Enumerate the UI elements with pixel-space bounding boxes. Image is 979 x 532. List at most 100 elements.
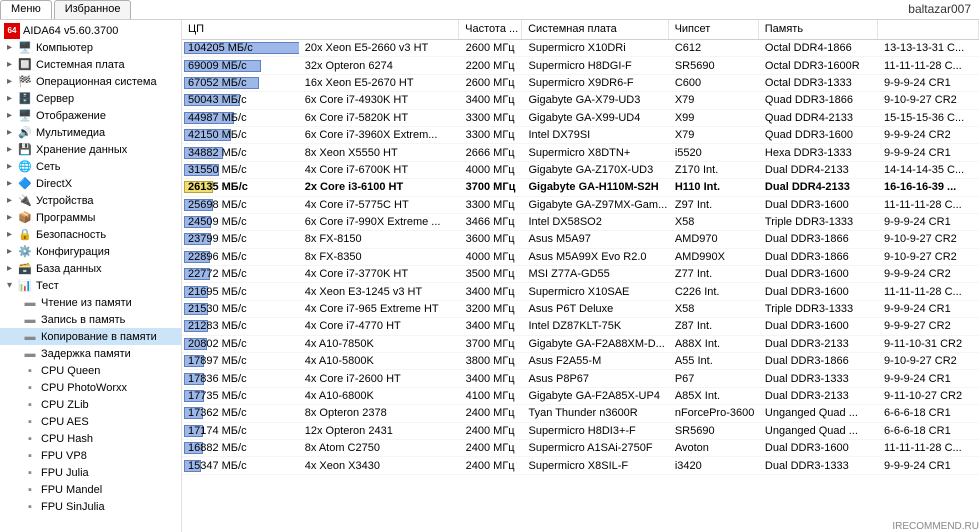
- cell-chip: C612: [669, 41, 759, 55]
- cell-cpu: 4x A10-6800K: [299, 389, 460, 403]
- table-row[interactable]: 42150 МБ/с6x Core i7-3960X Extrem...3300…: [182, 127, 979, 144]
- col-cpu[interactable]: ЦП: [182, 20, 459, 39]
- cell-mb: Gigabyte GA-X79-UD3: [522, 93, 668, 107]
- table-row[interactable]: 22896 МБ/с8x FX-83504000 МГцAsus M5A99X …: [182, 249, 979, 266]
- tree-item-3[interactable]: ▸🗄️Сервер: [0, 90, 181, 107]
- expand-icon[interactable]: ▸: [4, 246, 15, 257]
- table-row[interactable]: 21283 МБ/с4x Core i7-4770 HT3400 МГцInte…: [182, 318, 979, 335]
- tree-test[interactable]: ▾ 📊 Тест: [0, 277, 181, 294]
- tree-sub-6[interactable]: ▪CPU ZLib: [0, 396, 181, 413]
- tree-item-6[interactable]: ▸💾Хранение данных: [0, 141, 181, 158]
- tab-favorites[interactable]: Избранное: [54, 0, 132, 19]
- tree-item-8[interactable]: ▸🔷DirectX: [0, 175, 181, 192]
- tree-root[interactable]: 64 AIDA64 v5.60.3700: [0, 22, 181, 39]
- item-label: Сервер: [36, 93, 74, 105]
- expand-icon[interactable]: ▸: [4, 110, 15, 121]
- tree-sub-12[interactable]: ▪FPU SinJulia: [0, 498, 181, 515]
- expand-icon[interactable]: ▸: [4, 161, 15, 172]
- expand-icon[interactable]: ▸: [4, 93, 15, 104]
- table-row[interactable]: 17836 МБ/с4x Core i7-2600 HT3400 МГцAsus…: [182, 370, 979, 387]
- table-row[interactable]: 17897 МБ/с4x A10-5800K3800 МГцAsus F2A55…: [182, 353, 979, 370]
- table-row[interactable]: 24509 МБ/с6x Core i7-990X Extreme ...346…: [182, 214, 979, 231]
- tree-item-10[interactable]: ▸📦Программы: [0, 209, 181, 226]
- tree-item-4[interactable]: ▸🖥️Отображение: [0, 107, 181, 124]
- cell-freq: 3300 МГц: [460, 128, 523, 142]
- table-row[interactable]: 21695 МБ/с4x Xeon E3-1245 v3 HT3400 МГцS…: [182, 283, 979, 300]
- cell-cpu: 4x Core i7-3770K HT: [299, 267, 460, 281]
- table-row[interactable]: 22772 МБ/с4x Core i7-3770K HT3500 МГцMSI…: [182, 266, 979, 283]
- cell-freq: 2600 МГц: [460, 41, 523, 55]
- table-row[interactable]: 50043 МБ/с6x Core i7-4930K HT3400 МГцGig…: [182, 92, 979, 109]
- tab-menu[interactable]: Меню: [0, 0, 52, 19]
- table-row[interactable]: 23799 МБ/с8x FX-81503600 МГцAsus M5A97AM…: [182, 231, 979, 248]
- table-row[interactable]: 15347 МБ/с4x Xeon X34302400 МГцSupermicr…: [182, 457, 979, 474]
- sidebar-tree: 64 AIDA64 v5.60.3700 ▸🖥️Компьютер▸🔲Систе…: [0, 20, 182, 532]
- cell-tm: 9-11-10-31 CR2: [878, 337, 979, 351]
- tree-sub-1[interactable]: ▬Запись в память: [0, 311, 181, 328]
- cell-mem: Triple DDR3-1333: [759, 215, 878, 229]
- table-row[interactable]: 69009 МБ/с32x Opteron 62742200 МГцSuperm…: [182, 57, 979, 74]
- expand-icon[interactable]: ▸: [4, 59, 15, 70]
- expand-icon[interactable]: ▸: [4, 178, 15, 189]
- tree-sub-7[interactable]: ▪CPU AES: [0, 413, 181, 430]
- item-label: Мультимедиа: [36, 127, 105, 139]
- expand-icon[interactable]: ▸: [4, 127, 15, 138]
- cell-mbs: 17897 МБ/с: [185, 355, 247, 367]
- table-row[interactable]: 17735 МБ/с4x A10-6800K4100 МГцGigabyte G…: [182, 388, 979, 405]
- tree-sub-8[interactable]: ▪CPU Hash: [0, 430, 181, 447]
- tree-item-0[interactable]: ▸🖥️Компьютер: [0, 39, 181, 56]
- table-row[interactable]: 16882 МБ/с8x Atom C27502400 МГцSupermicr…: [182, 440, 979, 457]
- tree-sub-5[interactable]: ▪CPU PhotoWorxx: [0, 379, 181, 396]
- cell-mbs: 20802 МБ/с: [185, 338, 247, 350]
- tree-item-9[interactable]: ▸🔌Устройства: [0, 192, 181, 209]
- table-row[interactable]: 31550 МБ/с4x Core i7-6700K HT4000 МГцGig…: [182, 162, 979, 179]
- cell-cpu: 6x Core i7-5820K HT: [299, 111, 460, 125]
- collapse-icon[interactable]: ▾: [4, 280, 15, 291]
- table-row[interactable]: 25698 МБ/с4x Core i7-5775C HT3300 МГцGig…: [182, 197, 979, 214]
- cell-tm: 11-11-11-28 C...: [878, 198, 979, 212]
- col-tm[interactable]: [878, 20, 979, 39]
- tree-item-13[interactable]: ▸🗃️База данных: [0, 260, 181, 277]
- table-row[interactable]: 26135 МБ/с2x Core i3-6100 HT3700 МГцGiga…: [182, 179, 979, 196]
- expand-icon[interactable]: ▸: [4, 195, 15, 206]
- table-row[interactable]: 34882 МБ/с8x Xeon X5550 HT2666 МГцSuperm…: [182, 144, 979, 161]
- col-freq[interactable]: Частота ...: [459, 20, 522, 39]
- cell-mb: Gigabyte GA-X99-UD4: [522, 111, 668, 125]
- expand-icon[interactable]: ▸: [4, 42, 15, 53]
- cell-mb: Supermicro H8DGI-F: [522, 59, 668, 73]
- tree-item-7[interactable]: ▸🌐Сеть: [0, 158, 181, 175]
- table-row[interactable]: 17174 МБ/с12x Opteron 24312400 МГцSuperm…: [182, 423, 979, 440]
- tree-sub-4[interactable]: ▪CPU Queen: [0, 362, 181, 379]
- tree-item-2[interactable]: ▸🏁Операционная система: [0, 73, 181, 90]
- expand-icon[interactable]: ▸: [4, 212, 15, 223]
- expand-icon[interactable]: ▸: [4, 76, 15, 87]
- expand-icon[interactable]: ▸: [4, 263, 15, 274]
- tree-item-1[interactable]: ▸🔲Системная плата: [0, 56, 181, 73]
- tree-item-12[interactable]: ▸⚙️Конфигурация: [0, 243, 181, 260]
- cell-tm: 11-11-11-28 C...: [878, 441, 979, 455]
- col-mb[interactable]: Системная плата: [522, 20, 668, 39]
- cell-chip: X99: [669, 111, 759, 125]
- table-row[interactable]: 67052 МБ/с16x Xeon E5-2670 HT2600 МГцSup…: [182, 75, 979, 92]
- col-mem[interactable]: Память: [759, 20, 878, 39]
- expand-icon[interactable]: ▸: [4, 229, 15, 240]
- table-row[interactable]: 17362 МБ/с8x Opteron 23782400 МГцTyan Th…: [182, 405, 979, 422]
- tree-sub-11[interactable]: ▪FPU Mandel: [0, 481, 181, 498]
- tree-sub-0[interactable]: ▬Чтение из памяти: [0, 294, 181, 311]
- tree-item-5[interactable]: ▸🔊Мультимедиа: [0, 124, 181, 141]
- col-chip[interactable]: Чипсет: [669, 20, 759, 39]
- table-row[interactable]: 44987 МБ/с6x Core i7-5820K HT3300 МГцGig…: [182, 110, 979, 127]
- tree-sub-3[interactable]: ▬Задержка памяти: [0, 345, 181, 362]
- table-row[interactable]: 104205 МБ/с20x Xeon E5-2660 v3 HT2600 МГ…: [182, 40, 979, 57]
- expand-icon[interactable]: ▸: [4, 144, 15, 155]
- tree-sub-2[interactable]: ▬Копирование в памяти: [0, 328, 181, 345]
- tree-item-11[interactable]: ▸🔒Безопасность: [0, 226, 181, 243]
- cell-tm: 15-15-15-36 C...: [878, 111, 979, 125]
- table-row[interactable]: 21530 МБ/с4x Core i7-965 Extreme HT3200 …: [182, 301, 979, 318]
- tree-sub-9[interactable]: ▪FPU VP8: [0, 447, 181, 464]
- cell-cpu: 6x Core i7-3960X Extrem...: [299, 128, 460, 142]
- table-row[interactable]: 20802 МБ/с4x A10-7850K3700 МГцGigabyte G…: [182, 336, 979, 353]
- cell-mb: Gigabyte GA-Z170X-UD3: [522, 163, 668, 177]
- tree-sub-10[interactable]: ▪FPU Julia: [0, 464, 181, 481]
- cell-mem: Unganged Quad ...: [759, 406, 878, 420]
